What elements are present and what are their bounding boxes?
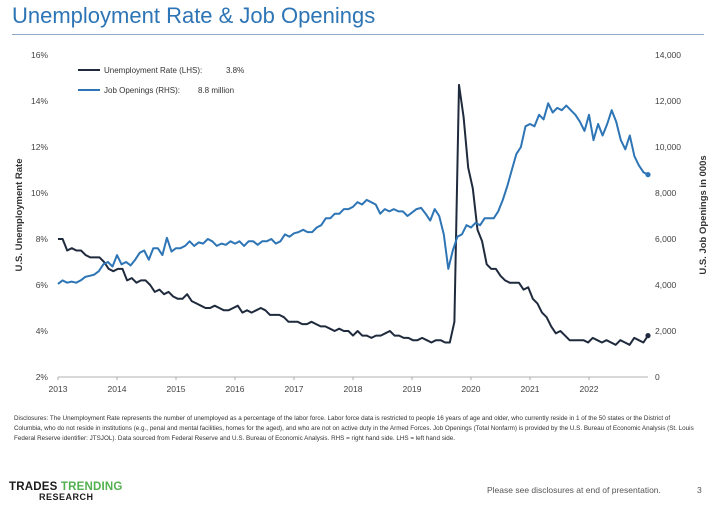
disclosure-text: Disclosures: The Unemployment Rate repre… — [14, 415, 694, 442]
y-left-tick-label: 14% — [31, 96, 48, 106]
x-tick-label: 2014 — [108, 384, 127, 394]
y-left-axis-label: U.S. Unemployment Rate — [14, 159, 25, 272]
x-tick-label: 2019 — [403, 384, 422, 394]
company-logo: TRADES TRENDING RESEARCH — [9, 481, 139, 507]
x-tick-label: 2018 — [344, 384, 363, 394]
y-left-tick-label: 2% — [36, 372, 49, 382]
y-right-axis-label: U.S. Job Openings in 000s — [698, 155, 709, 274]
unemployment-rate-end-marker — [645, 333, 651, 339]
logo-word-research: RESEARCH — [39, 492, 94, 502]
footer-note: Please see disclosures at end of present… — [487, 485, 661, 495]
y-right-tick-label: 4,000 — [655, 280, 677, 290]
legend-value-unemployment: 3.8% — [226, 66, 244, 75]
legend-label-unemployment: Unemployment Rate (LHS): — [104, 66, 202, 75]
y-left-tick-label: 4% — [36, 326, 49, 336]
y-left-tick-label: 10% — [31, 188, 48, 198]
x-tick-label: 2015 — [167, 384, 186, 394]
x-tick-label: 2013 — [49, 384, 68, 394]
x-tick-label: 2020 — [462, 384, 481, 394]
x-tick-label: 2016 — [226, 384, 245, 394]
y-right-tick-label: 14,000 — [655, 50, 681, 60]
legend: Unemployment Rate (LHS): 3.8% Job Openin… — [78, 66, 244, 95]
y-right-tick-label: 12,000 — [655, 96, 681, 106]
y-right-tick-labels: 0 2,000 4,000 6,000 8,000 10,000 12,000 14,000 — [655, 50, 681, 382]
job-openings-line — [57, 102, 649, 285]
y-right-tick-label: 2,000 — [655, 326, 677, 336]
title-underline — [12, 34, 704, 35]
y-right-tick-label: 0 — [655, 372, 660, 382]
logo-wordmark: TRADES TRENDING — [9, 481, 123, 493]
page-title: Unemployment Rate & Job Openings — [12, 3, 376, 28]
y-right-tick-label: 8,000 — [655, 188, 677, 198]
y-left-tick-label: 12% — [31, 142, 48, 152]
legend-value-openings: 8.8 million — [198, 86, 234, 95]
y-left-tick-label: 16% — [31, 50, 48, 60]
y-left-tick-label: 8% — [36, 234, 49, 244]
y-left-tick-label: 6% — [36, 280, 49, 290]
legend-label-openings: Job Openings (RHS): — [104, 86, 180, 95]
y-right-tick-label: 10,000 — [655, 142, 681, 152]
series-group — [57, 83, 651, 346]
x-tick-label: 2017 — [285, 384, 304, 394]
x-tick-label: 2021 — [521, 384, 540, 394]
page-number: 3 — [697, 485, 702, 495]
y-left-tick-labels: 2% 4% 6% 8% 10% 12% 14% 16% — [31, 50, 48, 382]
y-right-tick-label: 6,000 — [655, 234, 677, 244]
logo-word-trending: TRENDING — [60, 481, 123, 493]
unemployment-rate-line — [58, 83, 649, 346]
job-openings-end-marker — [645, 172, 651, 178]
line-chart: 2013 2014 2015 2016 2017 2018 2019 2020 2021 2022… — [14, 50, 709, 394]
logo-word-trades: TRADES — [9, 481, 58, 493]
x-tick-labels: 2013 2014 2015 2016 2017 2018 2019 2020 2021 2022 — [49, 377, 599, 394]
x-tick-label: 2022 — [580, 384, 599, 394]
